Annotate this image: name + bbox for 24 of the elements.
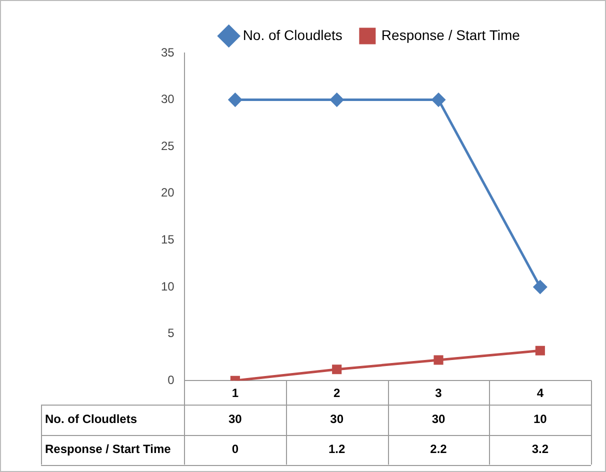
y-tick-label: 0 (168, 372, 175, 387)
text: No. of Cloudlets (45, 412, 137, 426)
y-tick-label: 20 (160, 186, 175, 200)
x-tick-label: 4 (536, 386, 544, 400)
y-tick-label: 30 (160, 92, 175, 106)
data-label: 10 (533, 412, 548, 426)
y-tick-label: 35 (160, 45, 175, 60)
data-label: 0 (232, 442, 239, 456)
data-label: 1.2 (328, 442, 346, 456)
y-tick-label: 10 (160, 279, 175, 294)
y-tick-label: 25 (160, 138, 175, 153)
y-tick-label: 5 (168, 326, 175, 340)
legend-label: Response / Start Time (381, 26, 520, 43)
x-tick-label: 2 (334, 386, 340, 400)
data-label: 30 (330, 412, 344, 426)
data-label: 2.2 (430, 442, 448, 456)
data-label: 3.2 (532, 442, 549, 456)
text: Response / Start Time (45, 442, 171, 456)
legend-label: No. of Cloudlets (242, 26, 342, 43)
x-tick-label: 1 (232, 386, 239, 400)
data-label: 30 (432, 412, 446, 426)
y-tick-label: 15 (160, 232, 175, 247)
x-tick-label: 3 (435, 386, 442, 400)
data-label: 30 (228, 412, 242, 426)
